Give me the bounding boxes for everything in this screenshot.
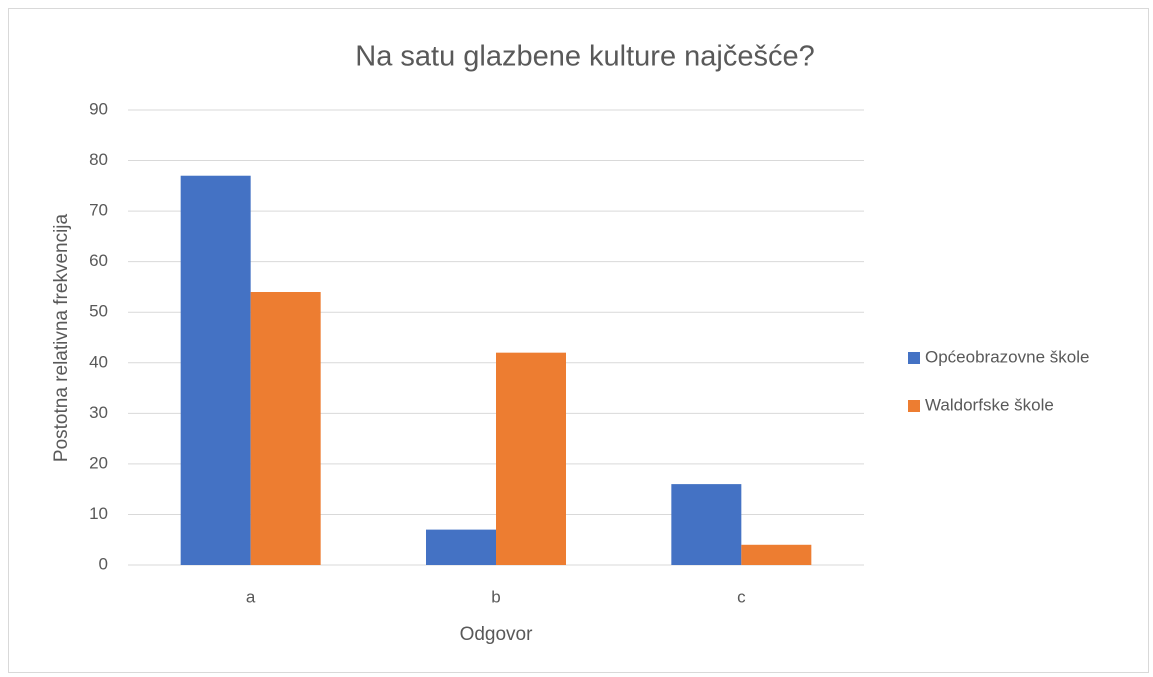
- bar: [741, 544, 812, 565]
- bar: [496, 352, 566, 565]
- y-tick-label: 10: [89, 504, 108, 523]
- x-tick-label: b: [491, 587, 500, 606]
- legend-swatch: [908, 400, 920, 412]
- y-tick-label: 40: [89, 352, 108, 371]
- legend-swatch: [908, 352, 920, 364]
- bar: [426, 529, 496, 565]
- y-tick-label: 20: [89, 453, 108, 472]
- legend-label: Općeobrazovne škole: [925, 347, 1089, 366]
- y-axis-label: Postotna relativna frekvencija: [51, 213, 72, 462]
- x-axis-label: Odgovor: [460, 624, 534, 645]
- x-tick-label: c: [737, 587, 746, 606]
- bar: [671, 484, 742, 565]
- bar: [180, 175, 251, 565]
- y-tick-label: 30: [89, 403, 108, 422]
- y-tick-label: 90: [89, 99, 108, 118]
- y-tick-label: 0: [99, 554, 108, 573]
- y-tick-label: 50: [89, 302, 108, 321]
- chart-border: [8, 8, 1149, 673]
- y-tick-label: 70: [89, 201, 108, 220]
- y-tick-label: 60: [89, 251, 108, 270]
- chart-title: Na satu glazbene kulture najčešće?: [355, 41, 814, 73]
- y-tick-label: 80: [89, 150, 108, 169]
- x-tick-label: a: [246, 587, 256, 606]
- legend-label: Waldorfske škole: [925, 395, 1054, 414]
- bar: [250, 292, 321, 565]
